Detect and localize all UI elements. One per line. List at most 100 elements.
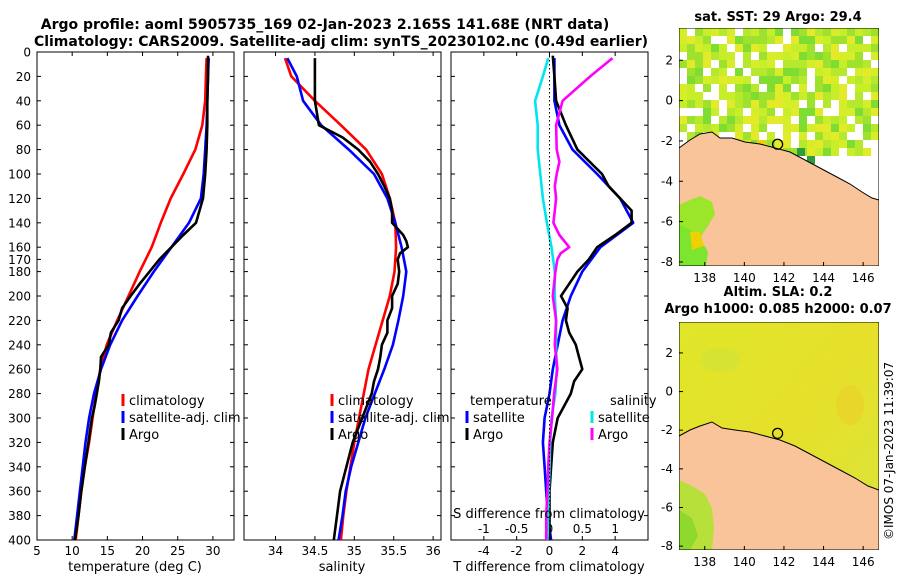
depth-tick-label: 80 [16,143,31,157]
sst-cell [799,140,807,148]
temperature-axes [36,51,235,541]
sst-cell [783,116,791,124]
map-x-tick-label: 142 [772,271,795,285]
sst-cell [719,124,727,132]
sst-cell [751,44,759,52]
sst-map-field [679,28,879,266]
sst-cell [775,36,783,44]
sla-anomaly-high [836,385,864,425]
sst-cell [807,140,815,148]
map-y-tick-label: -4 [661,462,673,476]
x-tick-label: -2 [511,544,523,558]
sst-cell [855,100,863,108]
sst-cell [711,52,719,60]
sst-cell [815,84,823,92]
sst-cell [743,92,751,100]
legend-argo: Argo [129,428,159,443]
sst-cell [847,44,855,52]
sst-cell [823,124,831,132]
sst-cell [719,60,727,68]
sst-map-x-axis: 138 140 142 144 146 [693,262,875,285]
sla-profile-marker [771,427,784,440]
sst-cell [871,132,879,140]
sst-cell [799,52,807,60]
sst-cell [863,116,871,124]
sst-cell [711,44,719,52]
sst-cell [799,132,807,140]
sst-cell [871,76,879,84]
sst-cell [767,108,775,116]
sst-cell [743,116,751,124]
sst-cell [807,52,815,60]
sst-cell [767,68,775,76]
sst-cell [767,52,775,60]
sst-cell [767,132,775,140]
sst-cell [783,132,791,140]
difference-depth-ticks [451,51,648,541]
sst-cell [799,124,807,132]
sst-cell [695,60,703,68]
sst-cell [727,124,735,132]
sst-cell [807,124,815,132]
sst-cell [743,84,751,92]
sst-cell [703,108,711,116]
sst-cell [815,124,823,132]
sst-cell [775,52,783,60]
x-tick-label: 4 [611,544,619,558]
sst-cell [823,92,831,100]
sst-cell [839,60,847,68]
sst-cell [775,76,783,84]
sst-cell [847,28,855,36]
sst-cell [839,92,847,100]
sst-cell [791,44,799,52]
map-y-tick-label: -6 [661,500,673,514]
sst-cell [807,148,815,156]
sst-cell [775,84,783,92]
sst-cell [855,84,863,92]
sst-cell [783,100,791,108]
sst-cell [727,116,735,124]
difference-xlabel-top: S difference from climatology [453,507,645,522]
salinity-depth-ticks [244,51,441,541]
sst-cell [783,84,791,92]
sst-cell [855,60,863,68]
sst-cell [863,76,871,84]
sst-cell [831,44,839,52]
sst-cell [687,44,695,52]
sst-map-landmass [679,131,879,266]
sst-cell [727,76,735,84]
sst-cell [751,36,759,44]
sst-cell [679,36,687,44]
sst-cell [855,116,863,124]
sst-cell [783,108,791,116]
sst-cell [679,116,687,124]
sst-cell [807,100,815,108]
sst-cell [863,28,871,36]
sla-map-field [679,322,879,550]
map-x-tick-label: 144 [812,271,835,285]
sst-cell [807,108,815,116]
sst-cell [807,28,815,36]
sst-cell [799,36,807,44]
sst-cell [823,60,831,68]
sst-cell [791,68,799,76]
sst-cell [831,52,839,60]
legend-title-salinity: salinity [610,394,657,409]
sst-cell [823,132,831,140]
map-y-tick-label: -2 [661,423,673,437]
sst-cell [679,124,687,132]
temperature-lines [73,55,210,541]
difference-xlabel: T difference from climatology [452,560,645,575]
series-line-argo [73,55,210,541]
sst-cell [735,92,743,100]
sst-cell [695,76,703,84]
depth-tick-label: 300 [8,412,31,426]
sst-cell [719,28,727,36]
series-line-temperature-satellite [541,58,635,541]
map-x-tick-label: 138 [693,555,716,569]
sst-cell [823,140,831,148]
figure-title-line1: Argo profile: aoml 5905735_169 02-Jan-20… [41,17,610,33]
salinity-x-axis: 34 34.5 35 35.5 36 [268,52,441,558]
